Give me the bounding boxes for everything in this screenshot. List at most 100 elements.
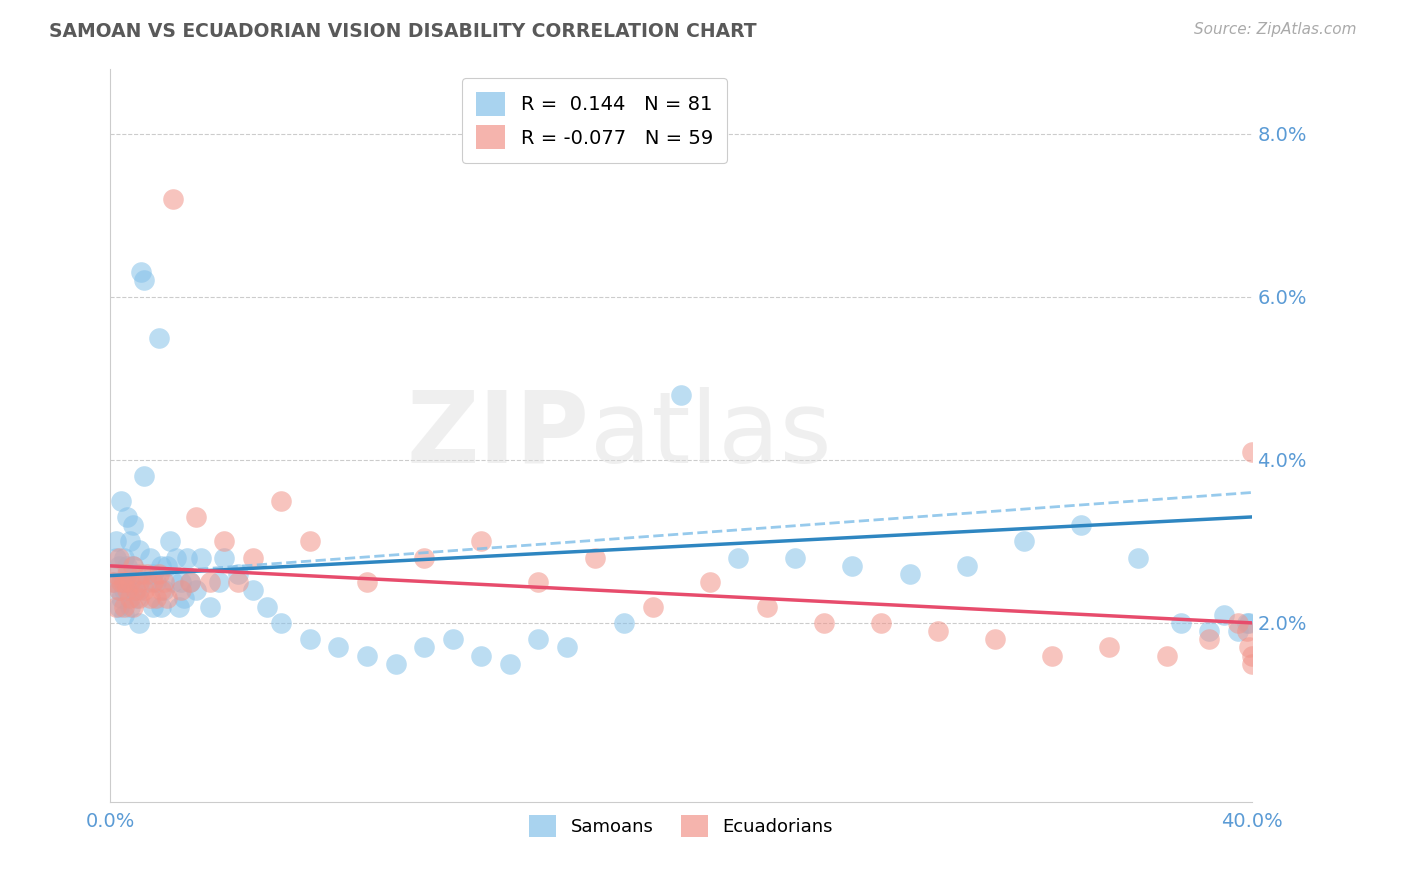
Point (107, 599, 129, 614)
Point (150, 583, 173, 598)
Point (198, 575, 221, 590)
Point (104, 550, 127, 565)
Point (148, 330, 170, 344)
Point (148, 566, 170, 581)
Point (555, 640, 578, 655)
Point (118, 575, 141, 590)
Point (1126, 550, 1149, 565)
Point (136, 566, 159, 581)
Point (104, 599, 127, 614)
Point (356, 575, 378, 590)
Point (118, 591, 141, 606)
Point (107, 583, 129, 598)
Point (1239, 640, 1261, 655)
Point (125, 566, 148, 581)
Point (110, 493, 132, 508)
Point (228, 575, 250, 590)
Point (112, 607, 135, 622)
Point (1227, 624, 1250, 638)
Point (156, 558, 179, 573)
Point (1070, 518, 1092, 533)
Point (173, 591, 195, 606)
Point (1198, 624, 1220, 638)
Point (585, 550, 607, 565)
Point (1227, 615, 1250, 630)
Point (613, 615, 636, 630)
Point (118, 575, 141, 590)
Point (128, 542, 150, 557)
Point (139, 550, 162, 565)
Point (228, 566, 250, 581)
Point (384, 657, 406, 671)
Point (198, 599, 221, 614)
Point (170, 583, 193, 598)
Point (184, 583, 207, 598)
Point (125, 583, 148, 598)
Point (356, 648, 378, 663)
Text: Source: ZipAtlas.com: Source: ZipAtlas.com (1194, 22, 1357, 37)
Point (1236, 615, 1258, 630)
Point (1241, 657, 1264, 671)
Point (131, 566, 153, 581)
Point (110, 575, 132, 590)
Point (115, 510, 138, 524)
Text: atlas: atlas (589, 387, 831, 483)
Point (956, 558, 979, 573)
Point (270, 615, 292, 630)
Point (134, 583, 156, 598)
Point (107, 550, 129, 565)
Point (128, 615, 150, 630)
Point (142, 566, 165, 581)
Point (527, 575, 550, 590)
Point (112, 583, 135, 598)
Point (159, 534, 181, 549)
Point (242, 583, 264, 598)
Point (927, 624, 949, 638)
Point (153, 583, 176, 598)
Point (156, 591, 179, 606)
Point (984, 632, 1007, 647)
Point (107, 558, 129, 573)
Point (176, 550, 198, 565)
Point (669, 387, 692, 401)
Point (118, 599, 141, 614)
Point (527, 632, 550, 647)
Point (1198, 632, 1220, 647)
Point (162, 575, 184, 590)
Point (190, 550, 212, 565)
Point (101, 575, 124, 590)
Point (101, 575, 124, 590)
Text: SAMOAN VS ECUADORIAN VISION DISABILITY CORRELATION CHART: SAMOAN VS ECUADORIAN VISION DISABILITY C… (49, 22, 756, 41)
Point (499, 657, 522, 671)
Point (112, 550, 135, 565)
Point (413, 550, 436, 565)
Point (1236, 624, 1258, 638)
Point (104, 534, 127, 549)
Point (1170, 615, 1192, 630)
Point (145, 591, 167, 606)
Point (841, 558, 863, 573)
Point (115, 566, 138, 581)
Point (641, 599, 664, 614)
Point (121, 599, 143, 614)
Point (121, 558, 143, 573)
Point (1239, 615, 1261, 630)
Point (898, 566, 921, 581)
Point (118, 534, 141, 549)
Point (785, 550, 807, 565)
Point (150, 599, 173, 614)
Point (107, 583, 129, 598)
Point (153, 575, 176, 590)
Point (104, 566, 127, 581)
Point (128, 575, 150, 590)
Point (142, 575, 165, 590)
Point (256, 599, 278, 614)
Point (121, 558, 143, 573)
Point (298, 534, 321, 549)
Point (1241, 648, 1264, 663)
Point (179, 575, 201, 590)
Point (134, 469, 156, 483)
Point (115, 583, 138, 598)
Point (139, 591, 162, 606)
Point (298, 632, 321, 647)
